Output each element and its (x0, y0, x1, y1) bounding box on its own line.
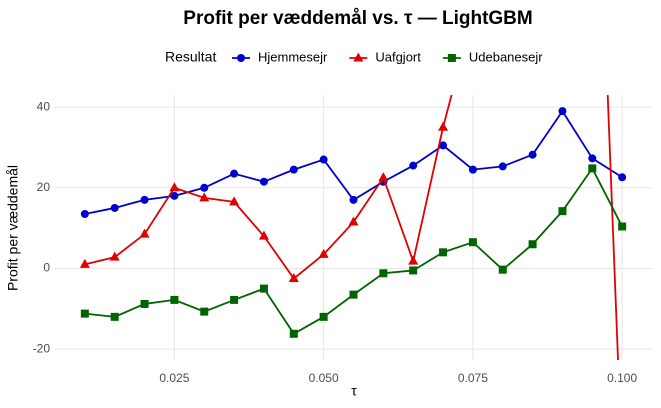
data-point (409, 161, 418, 170)
legend-marker (237, 54, 245, 62)
data-point (588, 154, 597, 163)
data-point (229, 196, 240, 206)
data-point (588, 164, 597, 173)
plot-area (79, 95, 627, 360)
series-line (84, 166, 623, 335)
y-axis-label: Profit per væddemål (5, 165, 21, 291)
legend-item: Udebanesejr (442, 49, 543, 64)
data-point (200, 307, 209, 316)
legend: Hjemmesejr Uafgjort Udebanesejr (232, 49, 543, 64)
data-point (259, 284, 268, 293)
x-tick-label: 0.075 (458, 371, 488, 385)
data-point (498, 265, 507, 274)
data-point (139, 228, 150, 238)
data-point (259, 177, 268, 186)
data-point (618, 222, 627, 231)
x-tick-label: 0.050 (309, 371, 339, 385)
legend-label: Hjemmesejr (258, 49, 328, 64)
data-point (528, 150, 537, 159)
data-point (438, 121, 449, 131)
data-point (439, 141, 448, 150)
x-axis-label: τ (351, 383, 357, 399)
x-tick-label: 0.100 (607, 371, 637, 385)
data-point (109, 251, 120, 261)
data-point (558, 207, 567, 216)
legend-label: Uafgjort (375, 49, 421, 64)
data-point (170, 191, 179, 200)
y-tick-label: 0 (43, 261, 50, 275)
data-point (319, 312, 328, 321)
data-point (230, 169, 239, 178)
data-point (348, 216, 359, 226)
data-point (110, 203, 119, 212)
data-point (498, 162, 507, 171)
legend-label: Udebanesejr (469, 49, 543, 64)
data-point (170, 295, 179, 304)
data-point (318, 248, 329, 258)
data-point (468, 238, 477, 247)
data-point (169, 182, 180, 192)
data-point (319, 155, 328, 164)
data-point (528, 240, 537, 249)
legend-item: Uafgjort (349, 49, 421, 64)
data-point (408, 255, 419, 265)
legend-marker (447, 54, 456, 62)
data-point (258, 230, 269, 240)
data-point (79, 258, 90, 268)
legend-title: Resultat (165, 49, 216, 65)
data-point (379, 269, 388, 278)
data-point (618, 173, 627, 182)
data-point (140, 299, 149, 308)
chart-title: Profit per væddemål vs. τ — LightGBM (183, 8, 532, 29)
x-tick-label: 0.025 (159, 371, 189, 385)
data-point (288, 273, 299, 283)
data-point (200, 183, 209, 192)
data-point (80, 309, 89, 318)
grid (55, 95, 652, 360)
data-point (230, 295, 239, 304)
legend-marker (353, 52, 364, 62)
data-point (110, 312, 119, 321)
legend-item: Hjemmesejr (232, 49, 328, 64)
data-point (558, 107, 567, 116)
y-tick-label: 20 (37, 180, 51, 194)
data-point (409, 266, 418, 275)
data-point (349, 290, 358, 299)
data-point (468, 165, 477, 174)
data-point (439, 248, 448, 257)
data-point (349, 195, 358, 204)
y-tick-label: 40 (37, 99, 51, 113)
data-point (289, 329, 298, 338)
data-point (80, 209, 89, 218)
data-point (140, 195, 149, 204)
data-point (378, 172, 389, 182)
data-point (289, 165, 298, 174)
data-point (199, 192, 210, 202)
y-tick-label: -20 (33, 341, 51, 355)
